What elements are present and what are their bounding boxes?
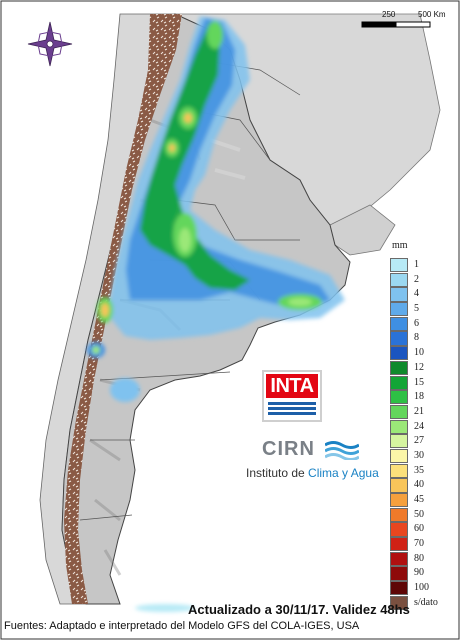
legend-label: 27 [414, 435, 424, 447]
legend-label: 2 [414, 273, 419, 285]
legend-row: 40 [390, 478, 450, 493]
scale-bar [361, 21, 431, 28]
legend-swatch [390, 478, 408, 493]
legend-label: s/dato [414, 596, 438, 608]
legend-label: 80 [414, 552, 424, 564]
legend-swatch [390, 390, 408, 405]
legend-label: 24 [414, 420, 424, 432]
legend-unit: mm [392, 240, 408, 251]
precipitation-legend: 1 2 4 5 6 8 10 12 15 18 21 24 27 30 35 40 45 50 60 70 80 90 10… [390, 258, 450, 611]
legend-row: 60 [390, 522, 450, 537]
wave-icon [324, 440, 361, 461]
legend-swatch [390, 595, 408, 610]
legend-swatch [390, 419, 408, 434]
legend-label: 50 [414, 508, 424, 520]
legend-row: 30 [390, 448, 450, 464]
scale-label-500km: 500 Km [418, 10, 446, 19]
legend-swatch [390, 375, 408, 390]
andes-nodata-region [64, 14, 182, 604]
legend-swatch [390, 258, 408, 273]
legend-swatch [390, 493, 408, 508]
legend-row: 27 [390, 434, 450, 449]
legend-row: 6 [390, 316, 450, 332]
precipitation-overlay [87, 16, 345, 612]
legend-swatch [390, 287, 408, 302]
cirn-logo: CIRN [262, 438, 361, 461]
legend-label: 30 [414, 449, 424, 461]
legend-row: 5 [390, 302, 450, 317]
legend-label: 90 [414, 567, 424, 579]
institute-accent: Clima y Agua [308, 466, 379, 480]
scale-label-250: 250 [382, 10, 396, 19]
legend-swatch [390, 316, 408, 331]
sources-text: Fuentes: Adaptado e interpretado del Mod… [4, 620, 360, 632]
legend-swatch [390, 463, 408, 478]
legend-label: 40 [414, 479, 424, 491]
legend-row: 80 [390, 551, 450, 567]
legend-swatch [390, 551, 408, 566]
legend-row: 15 [390, 375, 450, 391]
legend-swatch [390, 272, 408, 287]
legend-label: 15 [414, 376, 424, 388]
legend-label: 6 [414, 317, 419, 329]
legend-swatch [390, 537, 408, 552]
legend-row: s/dato [390, 595, 450, 611]
legend-label: 45 [414, 494, 424, 505]
legend-swatch [390, 360, 408, 375]
institute-prefix: Instituto de [246, 466, 309, 480]
legend-row: 24 [390, 419, 450, 435]
legend-swatch [390, 331, 408, 346]
legend-label: 35 [414, 464, 424, 476]
inta-logo: INTA [262, 370, 322, 422]
legend-row: 90 [390, 566, 450, 581]
legend-swatch [390, 566, 408, 581]
legend-label: 60 [414, 523, 424, 535]
legend-label: 18 [414, 391, 424, 403]
legend-swatch [390, 507, 408, 522]
legend-label: 70 [414, 538, 424, 550]
legend-swatch [390, 448, 408, 464]
inta-logo-text: INTA [266, 374, 318, 398]
legend-label: 1 [414, 259, 419, 270]
legend-row: 4 [390, 287, 450, 302]
compass-rose-icon [27, 21, 73, 67]
legend-swatch [390, 522, 408, 537]
legend-label: 12 [414, 361, 424, 373]
update-validity-text: Actualizado a 30/11/17. Validez 48hs [188, 602, 410, 617]
legend-swatch [390, 302, 408, 317]
legend-label: 100 [414, 582, 429, 594]
legend-row: 10 [390, 346, 450, 361]
legend-swatch [390, 346, 408, 361]
legend-row: 35 [390, 463, 450, 479]
legend-row: 18 [390, 390, 450, 405]
legend-row: 1 [390, 258, 450, 273]
institute-name: Instituto de Clima y Agua [246, 466, 379, 480]
legend-label: 4 [414, 288, 419, 300]
legend-swatch [390, 404, 408, 420]
legend-swatch [390, 434, 408, 449]
cirn-logo-text: CIRN [262, 438, 315, 460]
legend-row: 8 [390, 331, 450, 346]
legend-label: 5 [414, 303, 419, 315]
legend-row: 21 [390, 404, 450, 420]
legend-row: 2 [390, 272, 450, 288]
legend-row: 45 [390, 493, 450, 508]
legend-label: 21 [414, 405, 424, 417]
legend-label: 10 [414, 347, 424, 359]
legend-swatch [390, 581, 408, 596]
legend-label: 8 [414, 332, 419, 344]
legend-row: 100 [390, 581, 450, 596]
legend-row: 70 [390, 537, 450, 552]
legend-row: 12 [390, 360, 450, 376]
legend-row: 50 [390, 507, 450, 523]
inta-logo-stripes [268, 402, 316, 418]
